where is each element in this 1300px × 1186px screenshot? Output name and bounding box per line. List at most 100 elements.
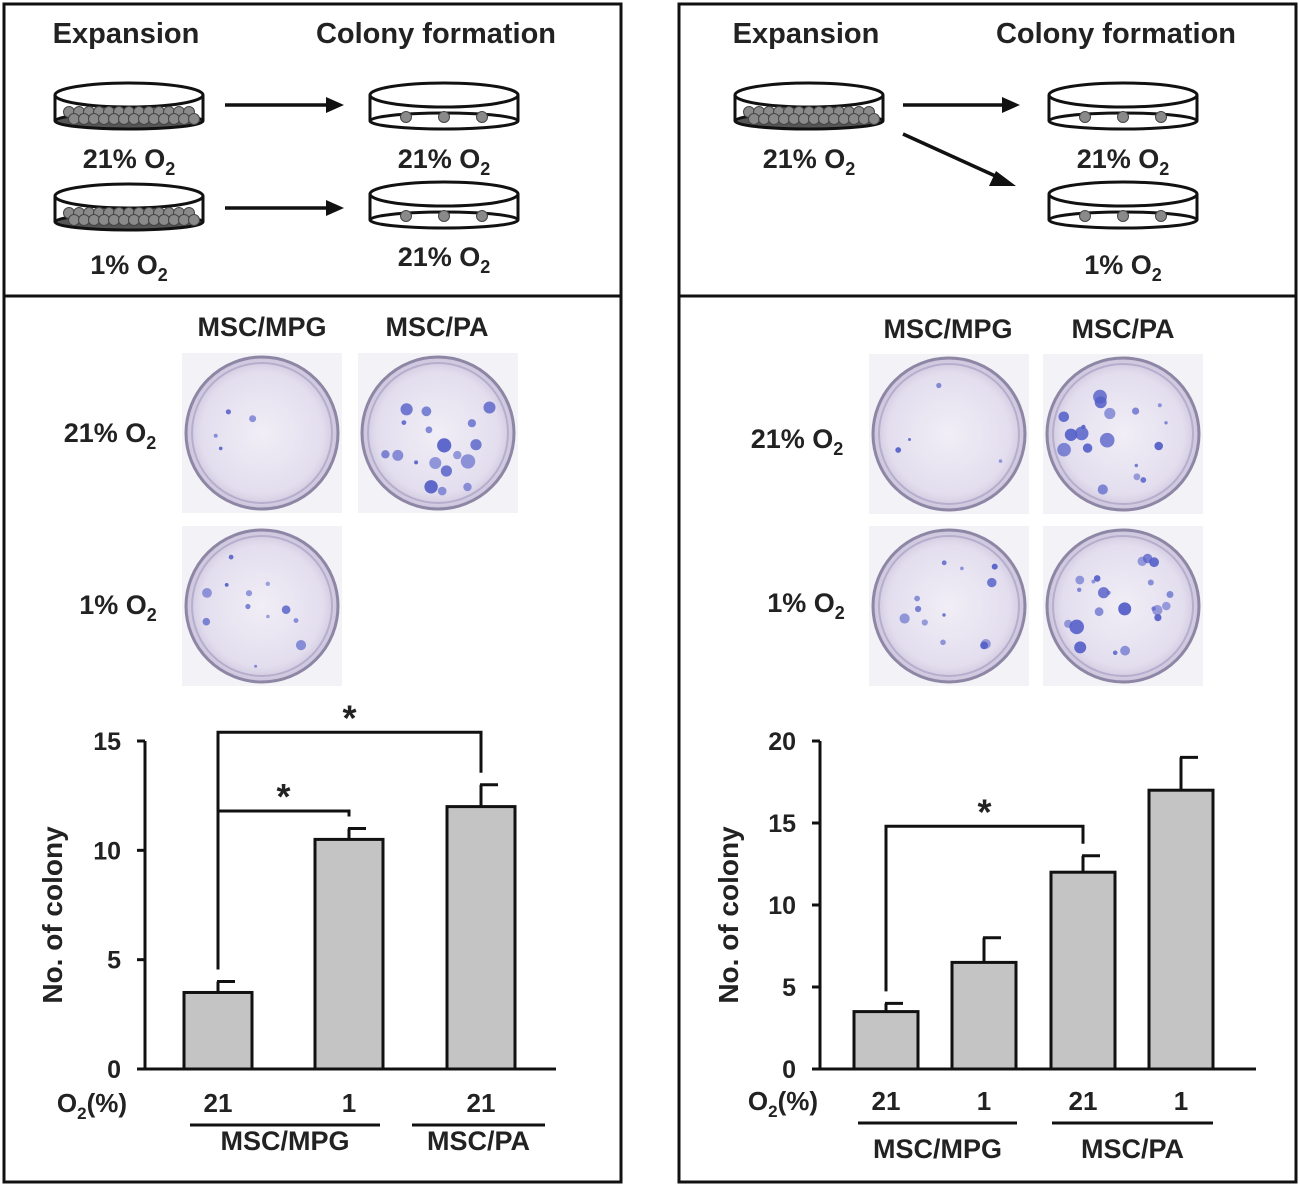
colony-spot [1140,477,1147,483]
bar [1147,788,1215,1071]
left-results-frame [2,294,623,1184]
cell-particle [778,113,790,125]
dish-rim [368,180,520,208]
colony-spot [429,457,442,469]
bar [1049,870,1117,1071]
colony-spot [401,420,407,425]
right-results-frame [677,294,1298,1184]
cell-particle [88,113,100,125]
colony-spot [1064,428,1078,441]
colony-spot [1098,587,1110,599]
right-dish-label-1: 21% O2 [763,144,856,179]
cell-particle [808,113,820,125]
dish-rim [1047,81,1199,109]
cell-particle [118,113,130,125]
right-arrow-diagonal [902,132,1016,186]
cell-particle [188,214,200,226]
plate-inner-rim [367,362,509,504]
cell-particle [78,113,90,125]
colony-spot [463,482,472,492]
significance-star: * [342,697,356,738]
cell-particle [758,113,770,125]
colony-spot [467,419,476,428]
colony-spot [1151,606,1156,611]
bar [445,805,517,1071]
right-plate-pa-1 [1043,526,1203,686]
colony-particle [476,111,488,123]
bar [852,1010,920,1071]
left-arrow-top [225,97,344,113]
colony-particle [438,111,450,123]
colony-spot [483,401,496,414]
group-label: MSC/PA [1081,1134,1184,1164]
colony-spot [1104,407,1116,420]
y-tick-label: 10 [93,837,121,865]
colony-spot [1133,473,1141,481]
cell-particle [98,214,110,226]
colony-spot [1149,557,1159,568]
cell-particle [868,113,880,125]
colony-spot [908,438,911,441]
left-dish-label-2: 21% O2 [398,144,491,179]
colony-spot [915,605,922,613]
group-label: MSC/PA [427,1126,530,1156]
colony-spot [1082,443,1093,453]
colony-spot [281,605,291,614]
left-plate-col-label-mpg: MSC/MPG [197,312,326,342]
right-arrow-straight [903,97,1020,113]
right-plate-mpg-21 [869,354,1029,514]
cell-particle [148,214,160,226]
y-tick-label: 15 [768,810,796,838]
left-plate-mpg-21 [182,353,342,513]
colony-spot [895,447,902,453]
left-dish-label-1: 21% O2 [83,144,176,179]
colony-spot [293,618,299,623]
bar [313,837,385,1071]
colony-spot [414,460,419,465]
plate-inner-rim [191,535,333,677]
colony-spot [1074,641,1087,654]
cell-particle [828,113,840,125]
cell-particle [178,113,190,125]
cell-particle [138,113,150,125]
cell-particle [818,113,830,125]
right-dish-colony-21 [1047,81,1199,131]
colony-spot [942,613,946,617]
y-axis-label: No. of colony [37,826,68,1004]
dish-rim [368,81,520,109]
y-tick-label: 15 [93,728,121,756]
cell-particle [158,113,170,125]
bar [182,990,254,1071]
colony-particle [438,210,450,222]
colony-spot [1154,441,1163,451]
left-plate-pa-21 [358,353,518,513]
colony-spot [987,577,997,588]
group-label: MSC/MPG [873,1134,1002,1164]
colony-spot [1112,650,1118,656]
right-dish-label-2: 21% O2 [1077,144,1170,179]
significance-star: * [276,776,290,817]
colony-spot [1120,645,1130,656]
colony-spot [1162,601,1171,611]
significance-star: * [977,791,991,832]
cell-particle [178,214,190,226]
colony-spot [224,583,229,587]
category-label: 21 [467,1088,496,1118]
cell-particle [128,113,140,125]
left-plate-col-label-pa: MSC/PA [385,312,488,342]
x-axis-label: O2(%) [748,1086,818,1121]
colony-spot [218,446,223,451]
colony-spot [914,595,920,602]
left-dish-colony-21b [368,180,520,230]
colony-spot [424,480,438,494]
plate-dish [871,356,1027,512]
colony-particle [1155,210,1167,222]
plate-dish [184,355,340,511]
colony-spot [421,406,432,417]
colony-spot [1069,619,1084,635]
cell-particle [158,214,170,226]
colony-spot [921,619,928,626]
colony-particle [476,210,488,222]
colony-particle [1117,111,1129,123]
